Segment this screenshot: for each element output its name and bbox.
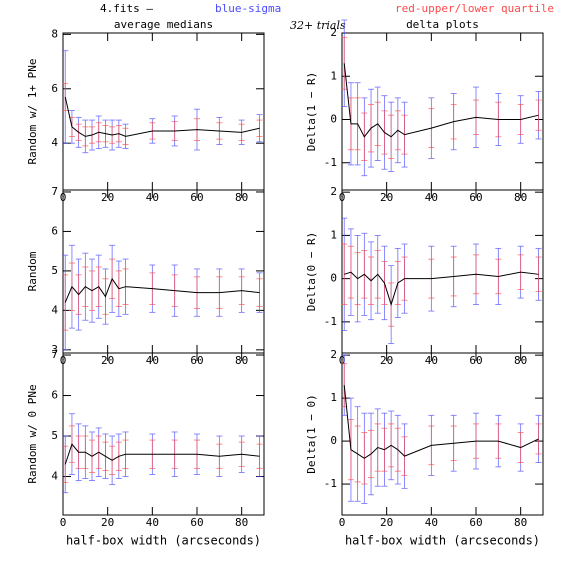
quartile-bar <box>535 256 542 293</box>
x-tick-label: 20 <box>380 516 393 529</box>
median-line <box>343 63 539 138</box>
y-tick-label: 1 <box>330 228 337 241</box>
median-line <box>64 277 260 303</box>
x-tick-label: 60 <box>469 516 482 529</box>
x-tick-label: 80 <box>235 516 248 529</box>
panel-title: delta plots <box>406 18 479 31</box>
plot-frame <box>62 189 265 354</box>
y-tick-label: -1 <box>324 156 337 169</box>
x-tick-label: 60 <box>190 516 203 529</box>
y-axis-label: Random w/ 0 PNe <box>26 384 39 483</box>
trials-label: 32+ trials <box>290 19 346 32</box>
panel-title: average medians <box>114 18 213 31</box>
y-axis-label: Random w/ 1+ PNe <box>26 59 39 165</box>
x-tick-label: 20 <box>101 516 114 529</box>
quartile-legend: red-upper/lower quartile <box>395 2 554 15</box>
plot-frame <box>341 352 544 516</box>
y-axis-label: Delta(0 − R) <box>305 232 318 311</box>
y-tick-label: -1 <box>324 315 337 328</box>
y-tick-label: 1 <box>330 69 337 82</box>
y-tick-label: 5 <box>51 429 58 442</box>
y-tick-label: 0 <box>330 113 337 126</box>
x-tick-label: 40 <box>425 516 438 529</box>
x-tick-label: 0 <box>60 516 67 529</box>
y-tick-label: -1 <box>324 477 337 490</box>
y-axis-label: Delta(1 − R) <box>305 72 318 151</box>
y-tick-label: 7 <box>51 348 58 361</box>
x-tick-label: 80 <box>514 516 527 529</box>
y-tick-label: 5 <box>51 264 58 277</box>
median-line <box>344 271 539 307</box>
plot-frame <box>341 32 544 191</box>
y-tick-label: 0 <box>330 434 337 447</box>
y-tick-label: 6 <box>51 389 58 402</box>
x-axis-label: half-box width (arcseconds) <box>66 534 261 548</box>
y-axis-label: Random <box>26 251 39 291</box>
y-tick-label: 4 <box>51 136 58 149</box>
y-tick-label: 3 <box>51 343 58 356</box>
plot-frame <box>62 352 265 516</box>
x-tick-label: 0 <box>339 516 346 529</box>
y-tick-label: 6 <box>51 82 58 95</box>
median-line <box>64 96 260 137</box>
median-line <box>343 385 539 459</box>
x-tick-label: 40 <box>146 516 159 529</box>
plot-frame <box>341 189 544 354</box>
sigma-legend: blue-sigma <box>215 2 281 15</box>
plot-frame <box>62 32 265 191</box>
y-tick-label: 8 <box>51 27 58 40</box>
y-tick-label: 6 <box>51 224 58 237</box>
y-tick-label: 4 <box>51 303 58 316</box>
y-tick-label: 2 <box>330 185 337 198</box>
y-tick-label: 1 <box>330 391 337 404</box>
y-tick-label: 2 <box>330 26 337 39</box>
y-tick-label: 2 <box>330 348 337 361</box>
y-tick-label: 7 <box>51 185 58 198</box>
file-label: 4.fits — <box>100 2 153 15</box>
median-line <box>64 443 260 465</box>
y-tick-label: 4 <box>51 470 58 483</box>
y-axis-label: Delta(1 − 0) <box>305 394 318 473</box>
x-axis-label: half-box width (arcseconds) <box>345 534 540 548</box>
y-tick-label: 0 <box>330 272 337 285</box>
